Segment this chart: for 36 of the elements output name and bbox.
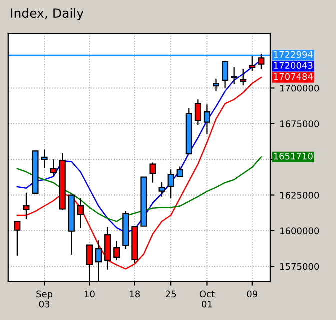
y-tick-label: 1675000 [280,120,320,128]
x-tick-label: 10 [84,290,95,298]
candlestick [222,60,229,89]
x-tick-label: Sep 03 [36,290,53,308]
candlestick [258,53,265,70]
y-tick-label: 1575000 [280,263,320,270]
candlestick [41,149,48,169]
x-tick-label: 18 [130,290,140,298]
candlestick [114,240,120,262]
line-series [16,156,262,222]
candlestick [150,162,156,184]
candlestick [158,182,166,198]
candlestick [23,192,30,220]
candlestick [14,221,21,256]
candlestick [194,99,202,126]
data-label: 1720043 [274,62,313,70]
line-series [16,76,262,270]
y-tick-label: 1700000 [280,84,320,92]
candlestick [231,66,238,85]
candlestick [168,169,174,199]
y-tick-label: 1625000 [280,192,320,199]
x-tick-label: 09 [247,290,258,298]
candlestick [204,104,210,135]
ref-line-label: 1722994 [274,51,313,58]
chart-title: Index, Daily [11,8,84,20]
candlestick [240,69,247,86]
x-tick-label: Oct 01 [200,290,215,308]
candlestick [212,78,220,92]
data-label: 1707484 [274,73,313,80]
x-tick-label: 25 [166,290,176,298]
candlestick [249,56,256,72]
y-tick-label: 1600000 [280,228,320,234]
candlestick [50,159,57,177]
candlestick [176,166,184,178]
candlestick [77,198,84,229]
data-label: 1651710 [274,152,313,160]
